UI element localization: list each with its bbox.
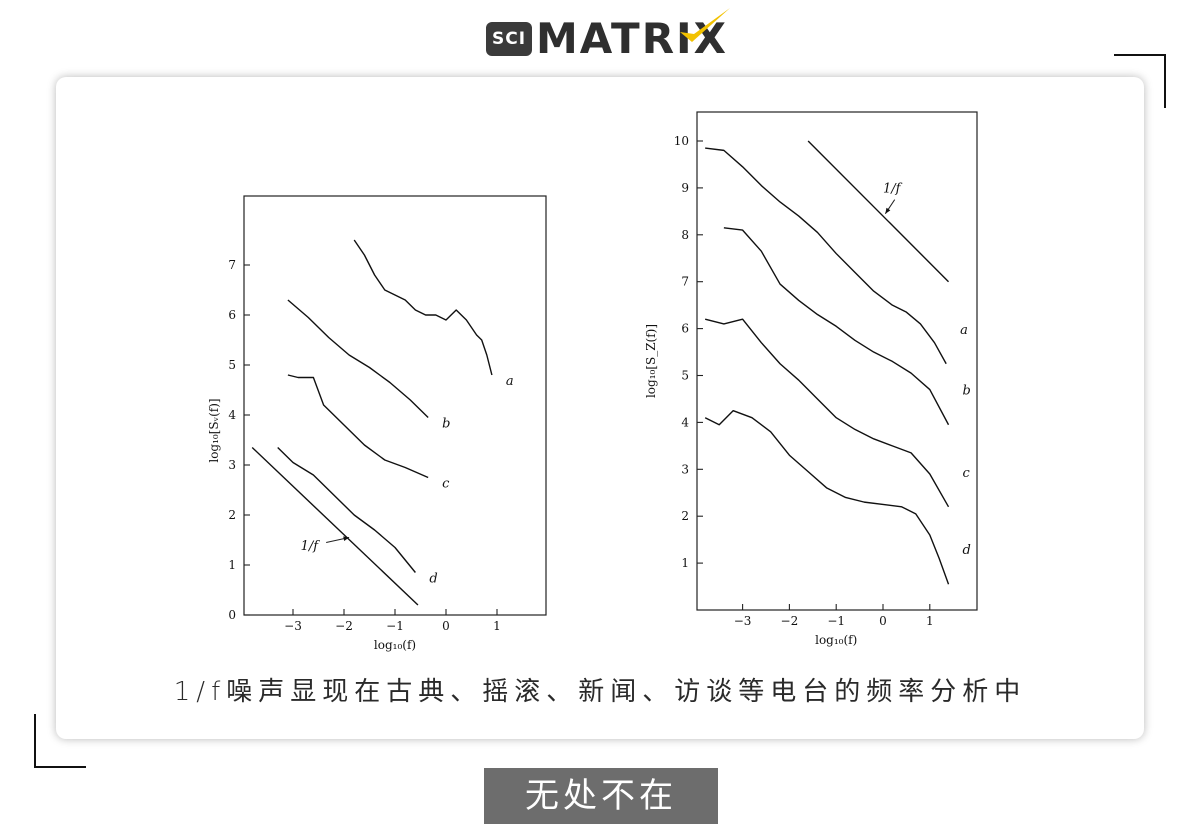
y-tick-label: 6: [681, 322, 689, 336]
x-tick-label: −2: [781, 614, 799, 628]
x-axis-label: log₁₀(f): [815, 633, 857, 647]
series-label-d: d: [429, 572, 437, 587]
series-label-b: b: [963, 384, 971, 399]
series-label-a: a: [506, 374, 514, 389]
y-tick-label: 10: [674, 134, 689, 148]
series-label-c: c: [442, 477, 450, 492]
series-line-b: [723, 227, 950, 426]
series-line-b: [287, 299, 429, 418]
figure-caption: 1/f噪声显现在古典、摇滚、新闻、访谈等电台的频率分析中: [173, 677, 1027, 707]
x-axis-label: log₁₀(f): [374, 638, 416, 652]
y-tick-label: 7: [681, 275, 689, 289]
x-tick-label: −1: [827, 614, 845, 628]
reference-line-1-over-f: [251, 446, 419, 606]
series-line-d: [704, 409, 950, 585]
x-tick-label: 1: [493, 619, 501, 633]
y-tick-label: 4: [681, 415, 689, 429]
y-tick-label: 4: [228, 408, 236, 422]
corner-frame-bottom-left: [34, 714, 86, 768]
x-tick-label: 0: [442, 619, 450, 633]
series-line-a: [705, 147, 947, 365]
y-tick-label: 3: [228, 458, 236, 472]
x-tick-label: −1: [386, 619, 404, 633]
y-tick-label: 6: [228, 308, 236, 322]
section-tag: 无处不在: [484, 768, 718, 824]
reference-label: 1/f: [883, 182, 903, 197]
y-tick-label: 0: [228, 608, 236, 622]
y-tick-label: 1: [681, 556, 689, 570]
logo-sci-badge: SCI: [486, 22, 532, 56]
y-tick-label: 8: [681, 228, 689, 242]
x-tick-label: −3: [284, 619, 302, 633]
series-label-d: d: [963, 543, 971, 558]
series-line-c: [287, 374, 429, 479]
y-tick-label: 9: [681, 181, 689, 195]
x-tick-label: −3: [734, 614, 752, 628]
chart-right: −3 −2 −1 0 1 1 2 3 4 5 6 7 8 9 10 log₁₀(f) log₁₀[S_Z(f)]…: [644, 111, 978, 647]
y-axis-label: log₁₀[Sᵥ(f)]: [207, 398, 221, 462]
series-label-c: c: [963, 466, 971, 481]
x-tick-label: 1: [926, 614, 934, 628]
plot-frame: [696, 111, 978, 611]
reference-label: 1/f: [301, 539, 321, 554]
y-tick-label: 2: [228, 508, 236, 522]
y-tick-label: 5: [681, 369, 689, 383]
series-line-c: [704, 318, 950, 508]
y-tick-label: 2: [681, 509, 689, 523]
reference-arrowhead: [885, 207, 891, 214]
y-axis-label: log₁₀[S_Z(f)]: [644, 324, 658, 398]
reference-arrowhead: [343, 536, 350, 541]
series-label-b: b: [442, 417, 450, 432]
y-tick-label: 7: [228, 258, 236, 272]
series-line-d: [277, 447, 416, 573]
series-label-a: a: [960, 323, 968, 338]
x-tick-label: −2: [335, 619, 353, 633]
x-tick-label: 0: [879, 614, 887, 628]
chart-left: −3 −2 −1 0 1 0 1 2 3 4 5 6 7 log₁₀(f) log₁₀[Sᵥ(f)] a b c d…: [207, 195, 547, 652]
sci-matrix-logo: SCI MATRIX: [486, 6, 746, 68]
corner-frame-top-right: [1114, 54, 1166, 108]
y-tick-label: 1: [228, 558, 236, 572]
figure-card: [56, 77, 1144, 739]
series-line-a: [353, 239, 493, 376]
y-tick-label: 5: [228, 358, 236, 372]
plot-frame: [243, 195, 547, 616]
y-tick-label: 3: [681, 462, 689, 476]
reference-line-1-over-f: [807, 140, 950, 283]
